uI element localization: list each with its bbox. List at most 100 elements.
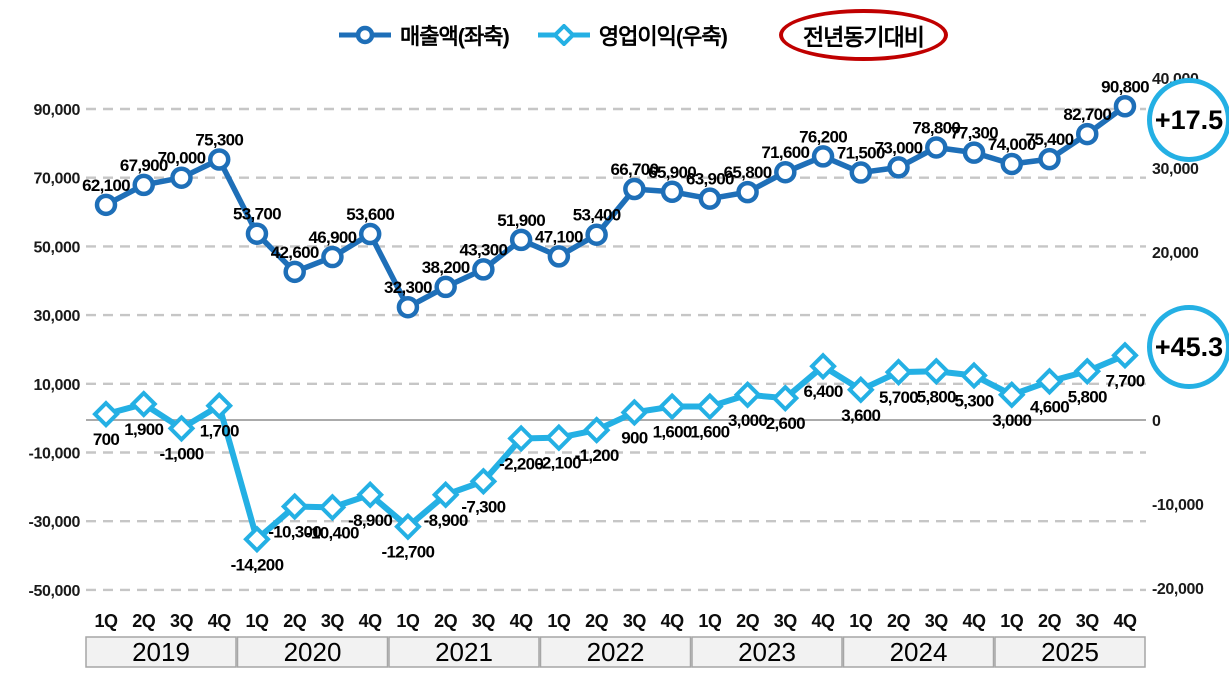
year-label: 2025 xyxy=(1041,637,1099,667)
quarter-label: 3Q xyxy=(925,611,949,631)
profit-value-label: 5,800 xyxy=(917,387,956,406)
profit-marker xyxy=(809,352,837,381)
quarter-label: 4Q xyxy=(1113,611,1137,631)
profit-value-label: -10,300 xyxy=(268,523,321,542)
revenue-marker xyxy=(887,156,910,179)
revenue-value-label: 73,000 xyxy=(875,138,923,157)
quarter-label: 4Q xyxy=(510,611,534,631)
profit-value-label: -12,700 xyxy=(382,543,435,562)
revenue-marker xyxy=(623,177,646,201)
right-axis-tick: 20,000 xyxy=(1152,245,1199,262)
revenue-marker xyxy=(1075,122,1099,146)
revenue-value-label: 78,800 xyxy=(912,118,960,137)
revenue-marker xyxy=(698,187,722,210)
year-band xyxy=(691,636,843,668)
revenue-marker xyxy=(1038,147,1061,171)
quarter-label: 1Q xyxy=(698,611,722,631)
year-label: 2023 xyxy=(738,637,796,667)
quarter-label: 3Q xyxy=(472,611,496,631)
quarter-label: 1Q xyxy=(849,611,873,631)
year-label: 2024 xyxy=(890,637,948,667)
revenue-marker xyxy=(811,145,835,168)
quarter-label: 1Q xyxy=(245,611,269,631)
profit-value-label: -2,100 xyxy=(537,454,581,473)
revenue-value-label: 82,700 xyxy=(1063,105,1111,124)
profit-value-label: -8,900 xyxy=(348,511,392,530)
revenue-marker xyxy=(94,193,118,217)
profit-value-label: -14,200 xyxy=(231,555,284,574)
profit-value-label: 5,800 xyxy=(1068,387,1107,406)
quarter-label: 4Q xyxy=(812,611,836,631)
revenue-value-label: 46,900 xyxy=(309,228,357,247)
left-axis-tick: 70,000 xyxy=(33,171,80,188)
year-band xyxy=(388,636,540,668)
profit-value-label: 3,000 xyxy=(728,411,767,430)
quarter-label: 2Q xyxy=(736,611,760,631)
profit-value-label: -2,200 xyxy=(499,454,543,473)
profit-marker xyxy=(507,424,535,453)
revenue-value-label: 32,300 xyxy=(384,278,432,297)
revenue-value-label: 62,100 xyxy=(82,176,130,195)
revenue-value-label: 75,300 xyxy=(195,130,243,149)
quarter-label: 2Q xyxy=(1038,611,1062,631)
revenue-marker xyxy=(245,222,269,245)
profit-marker xyxy=(922,357,951,386)
legend-item-profit: 영업이익(우축) xyxy=(537,19,728,51)
year-band xyxy=(236,636,389,668)
quarter-label: 1Q xyxy=(396,611,420,631)
profit-value-label: 700 xyxy=(93,430,120,449)
revenue-value-label: 70,000 xyxy=(158,149,206,168)
revenue-marker xyxy=(1000,152,1024,176)
profit-marker xyxy=(771,384,800,412)
revenue-value-label: 67,900 xyxy=(120,156,168,175)
revenue-marker xyxy=(585,223,608,246)
year-band xyxy=(994,636,1146,668)
profit-value-label: -1,000 xyxy=(159,444,203,463)
revenue-value-label: 53,400 xyxy=(573,206,621,225)
profit-value-label: 3,600 xyxy=(841,406,880,425)
right-axis-tick: 0 xyxy=(1152,413,1161,430)
profit-value-label: 7,700 xyxy=(1105,371,1144,390)
profit-value-label: 6,400 xyxy=(804,382,843,401)
profit-marker xyxy=(205,391,234,420)
profit-marker xyxy=(469,467,498,496)
profit-marker xyxy=(960,361,988,390)
revenue-marker xyxy=(962,141,986,164)
profit-value-label: 2,600 xyxy=(766,414,805,433)
quarter-label: 2Q xyxy=(585,611,609,631)
profit-marker xyxy=(167,414,196,443)
quarter-label: 3Q xyxy=(170,611,194,631)
left-axis-tick: -50,000 xyxy=(29,583,81,600)
profit-marker xyxy=(431,480,460,509)
year-band xyxy=(85,636,237,668)
profit-marker xyxy=(545,423,573,452)
revenue-value-label: 71,600 xyxy=(761,143,809,162)
profit-line xyxy=(103,352,1128,543)
revenue-marker xyxy=(132,173,155,197)
right-axis-tick: -20,000 xyxy=(1152,581,1204,598)
quarter-label: 1Q xyxy=(94,611,118,631)
quarter-label: 2Q xyxy=(132,611,156,631)
revenue-value-label: 75,400 xyxy=(1026,130,1074,149)
revenue-value-label: 76,200 xyxy=(799,127,847,146)
profit-marker xyxy=(356,480,385,509)
profit-marker xyxy=(846,375,875,404)
quarter-label: 4Q xyxy=(208,611,232,631)
profit-value-label: 1,600 xyxy=(690,423,729,442)
revenue-value-label: 65,900 xyxy=(648,163,696,182)
profit-value-label: -1,200 xyxy=(575,446,619,465)
profit-value-label: 4,600 xyxy=(1030,397,1069,416)
left-axis-tick: 10,000 xyxy=(33,377,80,394)
profit-marker xyxy=(658,392,686,421)
revenue-value-label: 71,500 xyxy=(837,144,885,163)
revenue-marker xyxy=(1113,95,1137,118)
legend-label-revenue: 매출액(좌축) xyxy=(400,24,510,49)
revenue-value-label: 38,200 xyxy=(422,258,470,277)
quarter-label: 2Q xyxy=(887,611,911,631)
profit-value-label: 5,300 xyxy=(954,391,993,410)
profit-marker xyxy=(696,392,724,421)
revenue-marker xyxy=(207,148,231,171)
profit-value-label: 1,700 xyxy=(200,422,239,441)
quarter-label: 4Q xyxy=(963,611,987,631)
